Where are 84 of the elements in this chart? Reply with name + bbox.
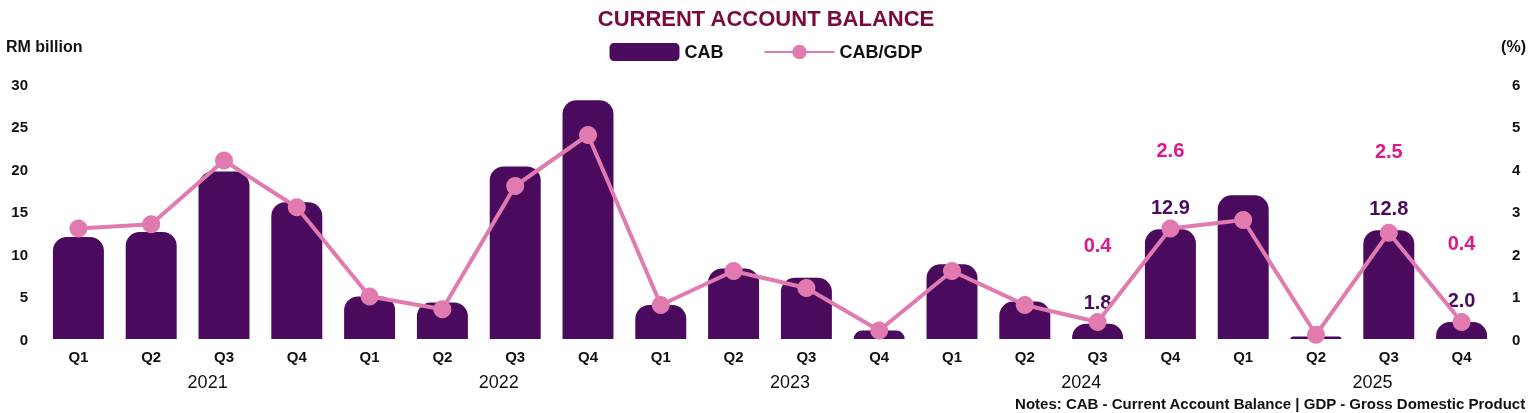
- chart-title: CURRENT ACCOUNT BALANCE: [597, 5, 935, 31]
- x-tick-label: Q4: [869, 348, 890, 365]
- data-label: 2.6: [1156, 139, 1185, 162]
- x-tick-label: Q3: [213, 348, 235, 365]
- text: Notes: CAB - Current Account Balance | GDP - Gross Domestic Product: [1015, 395, 1526, 412]
- bar: [1363, 230, 1415, 339]
- point: [943, 262, 961, 280]
- text: 2024: [1061, 372, 1102, 392]
- x-tick-label: Q4: [1160, 348, 1182, 365]
- point: [797, 279, 816, 297]
- x-tick-label: Q3: [1087, 348, 1108, 365]
- x-tick-label: Q2: [1014, 348, 1035, 365]
- text: 2023: [770, 372, 811, 392]
- point: [142, 215, 161, 234]
- point: [870, 321, 889, 340]
- text: 2022: [478, 372, 519, 392]
- bar: [1217, 195, 1269, 339]
- y2-tick-label: 3: [1512, 203, 1521, 220]
- text: 2021: [187, 372, 228, 392]
- point: [1452, 313, 1471, 331]
- y2-axis-title: (%): [1501, 37, 1526, 55]
- x-tick-label: Q2: [1305, 348, 1327, 365]
- data-label: 0.4: [1447, 232, 1477, 254]
- point: [506, 177, 525, 195]
- x-tick-label: Q4: [286, 348, 308, 365]
- point: [215, 151, 233, 170]
- bar: [708, 268, 760, 339]
- x-tick-label: Q1: [359, 348, 380, 365]
- point: [1379, 223, 1398, 242]
- data-label: 12.8: [1369, 197, 1409, 220]
- data-label: 2.5: [1374, 140, 1403, 163]
- y-tick-label: 30: [11, 75, 28, 93]
- x-tick-label: Q1: [68, 348, 89, 365]
- data-label: 2.0: [1447, 289, 1476, 311]
- legend-label: CAB: [684, 42, 724, 62]
- point: [1161, 219, 1180, 238]
- y-tick-label: 5: [19, 288, 28, 305]
- point: [1234, 211, 1253, 229]
- bar: [562, 100, 614, 339]
- bar: [271, 202, 323, 339]
- point: [433, 300, 452, 319]
- y-tick-label: 20: [11, 160, 28, 178]
- data-label: 12.9: [1150, 196, 1190, 219]
- y-tick-label: 0: [19, 330, 28, 348]
- x-tick-label: Q2: [723, 348, 744, 365]
- bar: [198, 171, 250, 339]
- y2-tick-label: 1: [1512, 288, 1521, 305]
- y2-tick-label: 5: [1512, 118, 1521, 135]
- point: [579, 126, 597, 144]
- x-tick-label: Q3: [505, 348, 526, 365]
- bar: [344, 296, 396, 339]
- x-tick-label: Q1: [650, 348, 671, 365]
- point: [724, 262, 743, 280]
- text: 2025: [1352, 372, 1393, 392]
- data-label: 0.4: [1083, 233, 1113, 256]
- point: [360, 287, 379, 306]
- point: [287, 198, 306, 217]
- point: [1015, 296, 1034, 314]
- y-tick-label: 10: [11, 245, 28, 263]
- x-tick-label: Q1: [941, 348, 963, 365]
- bar: [489, 166, 541, 339]
- x-tick-label: Q2: [141, 348, 162, 365]
- x-tick-label: Q2: [432, 348, 453, 365]
- point: [69, 219, 88, 238]
- x-tick-label: Q3: [796, 348, 817, 365]
- bar: [1144, 229, 1196, 339]
- point: [651, 296, 670, 314]
- y2-tick-label: 2: [1512, 245, 1521, 263]
- y2-tick-label: 0: [1512, 330, 1521, 348]
- y2-tick-label: 6: [1512, 75, 1521, 93]
- x-tick-label: Q4: [1451, 348, 1473, 365]
- bar: [52, 237, 104, 339]
- x-tick-label: Q1: [1233, 348, 1254, 365]
- y-tick-label: 25: [11, 118, 28, 135]
- x-tick-label: Q4: [577, 348, 599, 365]
- y-axis-title: RM billion: [6, 37, 83, 55]
- point: [1088, 313, 1107, 331]
- x-tick-label: Q3: [1378, 348, 1399, 365]
- point: [1307, 325, 1325, 344]
- y-tick-label: 15: [11, 203, 28, 220]
- bar: [635, 305, 687, 339]
- bar: [125, 231, 177, 339]
- y2-tick-label: 4: [1512, 160, 1521, 178]
- legend-label: CAB/GDP: [839, 42, 923, 62]
